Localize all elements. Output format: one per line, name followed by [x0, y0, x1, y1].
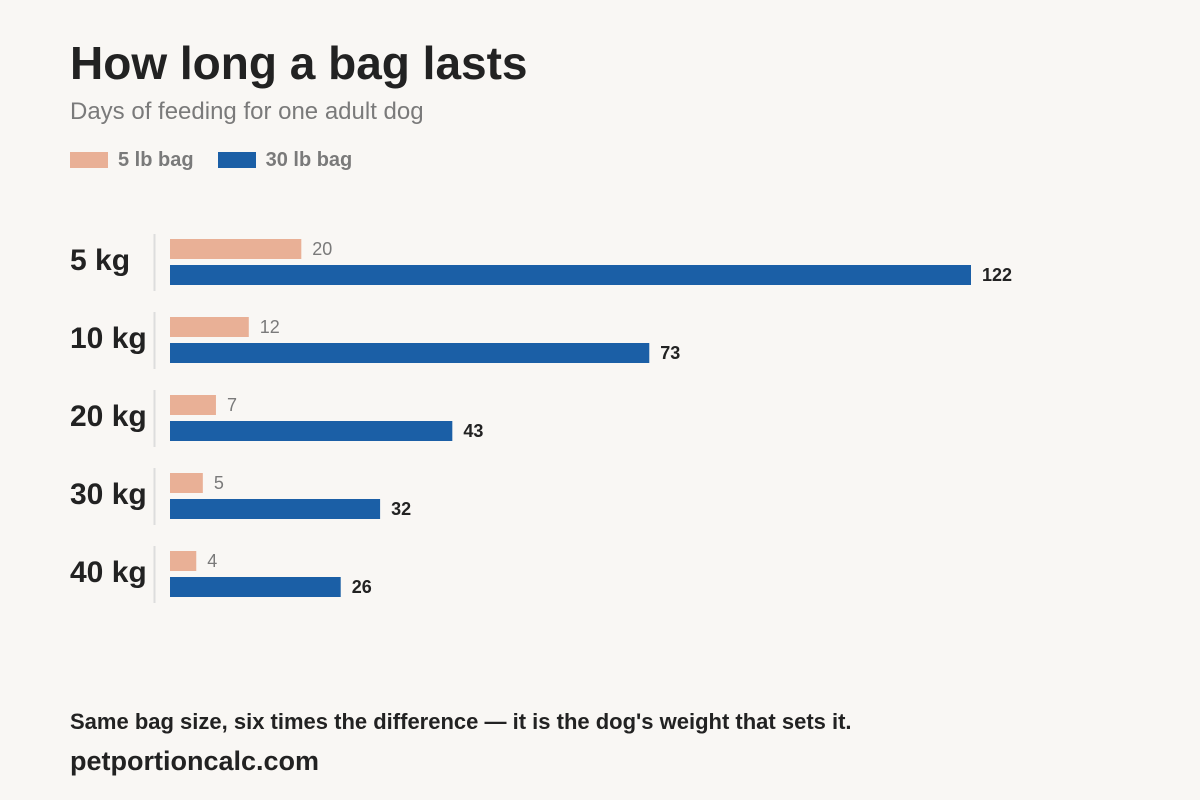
chart-subtitle: Days of feeding for one adult dog	[70, 98, 424, 125]
bar-small-bag-10kg	[170, 317, 249, 337]
data-label-large-bag-20kg: 43	[463, 421, 483, 441]
legend-swatch-small-bag	[70, 152, 108, 168]
data-label-small-bag-5kg: 20	[312, 239, 332, 259]
chart-legend: 5 lb bag 30 lb bag	[70, 147, 376, 173]
bar-large-bag-20kg	[170, 421, 453, 441]
data-label-large-bag-30kg: 32	[391, 499, 411, 519]
data-label-small-bag-20kg: 7	[227, 395, 237, 415]
bar-large-bag-40kg	[170, 577, 341, 597]
legend-item-large-bag: 30 lb bag	[217, 148, 353, 172]
chart-source: petportioncalc.com	[70, 746, 320, 776]
bar-small-bag-40kg	[170, 551, 197, 571]
category-label-20kg: 20 kg	[70, 400, 147, 433]
data-label-small-bag-30kg: 5	[214, 473, 224, 493]
bar-large-bag-30kg	[170, 499, 381, 519]
category-label-30kg: 30 kg	[70, 478, 147, 511]
data-label-large-bag-10kg: 73	[660, 343, 680, 363]
data-label-large-bag-40kg: 26	[352, 577, 372, 597]
data-label-large-bag-5kg: 122	[982, 265, 1012, 285]
legend-label-large-bag: 30 lb bag	[265, 148, 353, 171]
bar-chart: 5 kg 20 122 10 kg 12 73 20 kg 7 43 30 kg 5 32 40 kg 4…	[70, 234, 1012, 603]
chart-title: How long a bag lasts	[70, 37, 528, 89]
data-label-small-bag-10kg: 12	[260, 317, 280, 337]
bar-small-bag-5kg	[170, 239, 302, 259]
bar-small-bag-20kg	[170, 395, 216, 415]
bar-large-bag-5kg	[170, 265, 971, 285]
category-label-10kg: 10 kg	[70, 322, 147, 355]
legend-item-small-bag: 5 lb bag	[70, 149, 194, 172]
bar-large-bag-10kg	[170, 343, 650, 363]
category-label-5kg: 5 kg	[70, 244, 130, 277]
category-label-40kg: 40 kg	[70, 556, 147, 589]
bar-small-bag-30kg	[170, 473, 203, 493]
legend-swatch-large-bag	[217, 152, 256, 168]
data-label-small-bag-40kg: 4	[207, 551, 217, 571]
legend-label-small-bag: 5 lb bag	[118, 148, 194, 171]
chart-footnote: Same bag size, six times the difference …	[70, 709, 852, 734]
